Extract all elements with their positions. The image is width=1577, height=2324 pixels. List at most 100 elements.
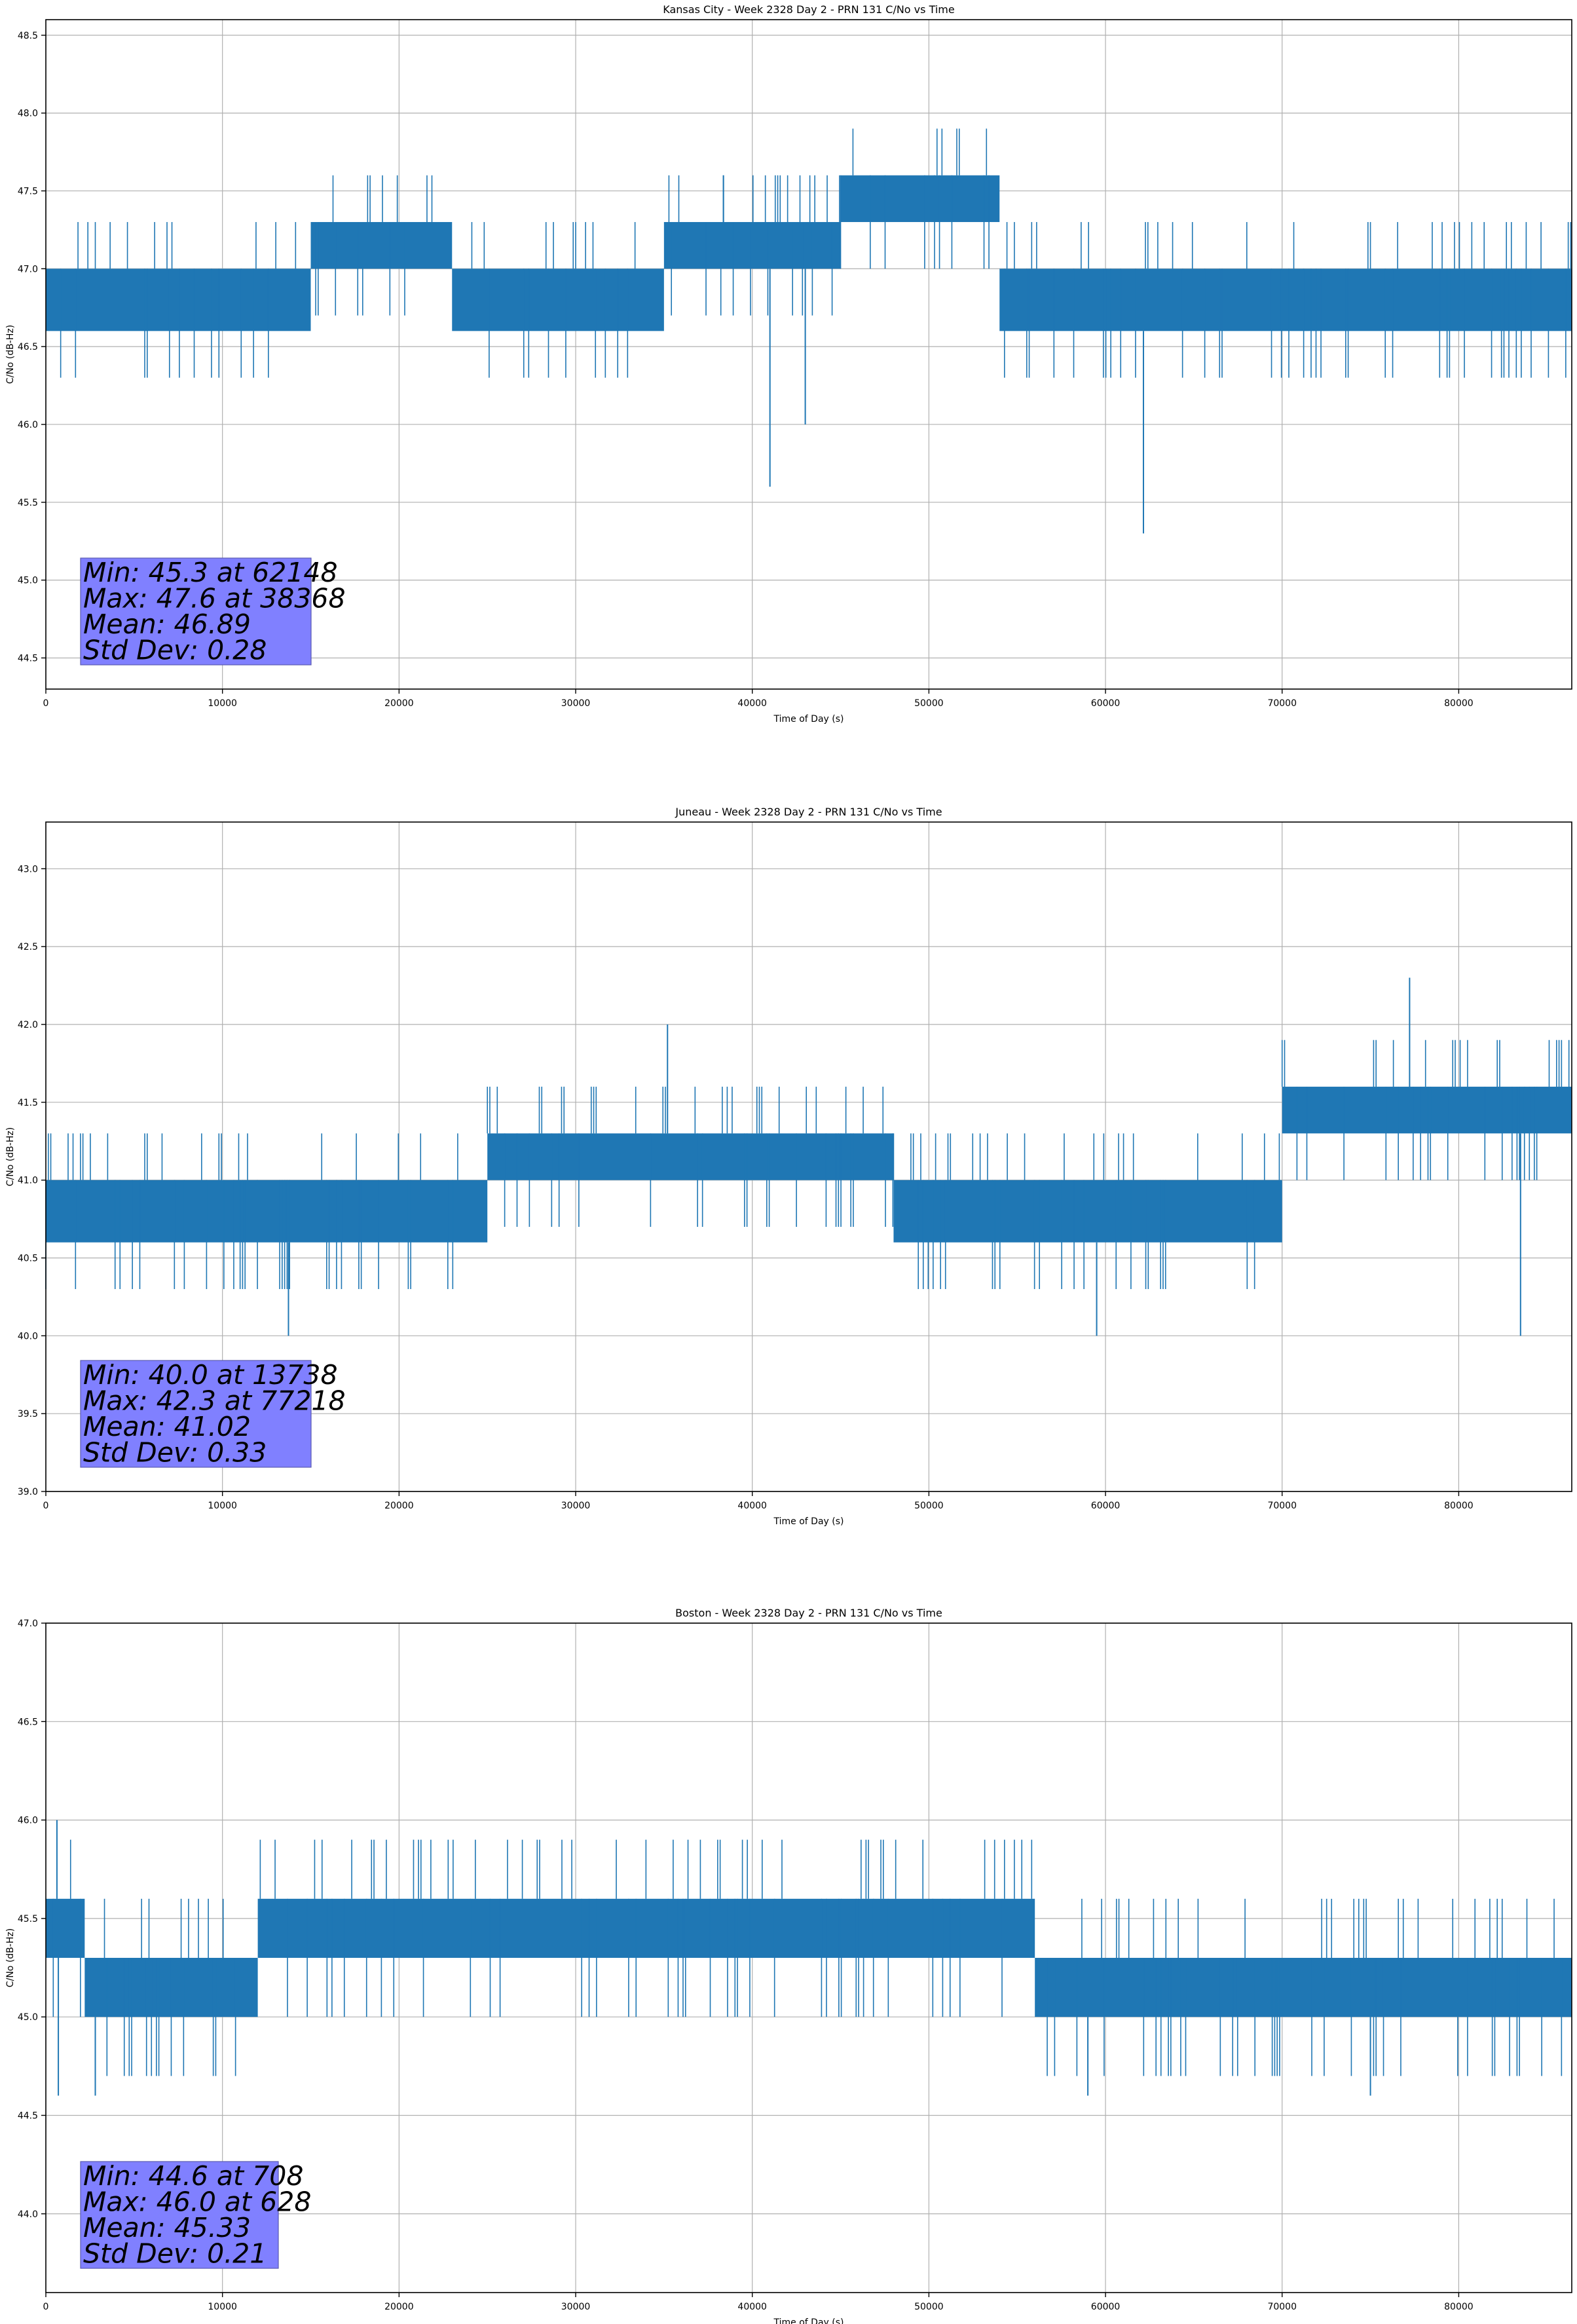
x-tick-label: 40000	[737, 1501, 767, 1511]
x-axis-label: Time of Day (s)	[773, 714, 844, 724]
stats-std-text: Std Dev: 0.33	[83, 1437, 267, 1469]
y-tick-label: 47.0	[18, 1619, 38, 1629]
x-tick-label: 70000	[1267, 1501, 1297, 1511]
x-tick-label: 0	[43, 698, 49, 709]
stats-std-text: Std Dev: 0.28	[83, 635, 267, 666]
y-tick-label: 47.0	[18, 264, 38, 274]
stats-max-text: Max: 47.6 at 38368	[83, 583, 346, 614]
y-tick-label: 44.5	[18, 2110, 38, 2121]
data-band-segment	[663, 221, 841, 269]
y-tick-label: 45.0	[18, 576, 38, 586]
data-band-segment	[487, 1133, 894, 1180]
stats-min-text: Min: 44.6 at 708	[83, 2160, 303, 2192]
data-band-segment	[310, 221, 453, 269]
stats-max-text: Max: 46.0 at 628	[83, 2186, 311, 2218]
y-tick-label: 39.5	[18, 1409, 38, 1419]
x-tick-label: 50000	[914, 698, 944, 709]
data-band-segment	[1282, 1087, 1572, 1134]
data-series	[45, 977, 1572, 1336]
x-tick-label: 30000	[561, 1501, 591, 1511]
data-series	[46, 1820, 1572, 2096]
data-band-segment	[452, 269, 664, 331]
x-tick-label: 10000	[208, 698, 237, 709]
y-tick-label: 39.0	[18, 1487, 38, 1497]
x-tick-label: 20000	[384, 698, 414, 709]
data-band-segment	[46, 1180, 240, 1243]
chart-panel-2: 0 10000 20000 30000 40000 50000 60000 70000 8000…	[5, 806, 1572, 1527]
y-tick-label: 42.5	[18, 942, 38, 952]
stats-mean-text: Mean: 45.33	[83, 2212, 251, 2243]
x-tick-label: 30000	[561, 2302, 591, 2312]
x-tick-label: 60000	[1091, 2302, 1121, 2312]
stats-min-text: Min: 45.3 at 62148	[83, 557, 338, 588]
x-tick-label: 0	[43, 2302, 49, 2312]
x-tick-label: 70000	[1267, 698, 1297, 709]
y-tick-label: 46.0	[18, 1816, 38, 1826]
x-tick-label: 20000	[384, 1501, 414, 1511]
data-band-segment	[840, 175, 1000, 222]
stats-mean-text: Mean: 46.89	[83, 609, 251, 640]
y-axis-label: C/No (dB-Hz)	[5, 325, 16, 384]
data-band-segment	[893, 1180, 1282, 1243]
y-tick-label: 40.0	[18, 1331, 38, 1341]
x-tick-label: 10000	[208, 1501, 237, 1511]
plot-frame	[45, 1622, 1572, 2293]
x-tick-label: 80000	[1444, 1501, 1474, 1511]
x-tick-label: 50000	[914, 2302, 944, 2312]
x-tick-label: 40000	[737, 2302, 767, 2312]
x-tick-label: 20000	[384, 2302, 414, 2312]
stats-min-text: Min: 40.0 at 13738	[83, 1359, 338, 1391]
stats-std-text: Std Dev: 0.21	[83, 2238, 267, 2270]
data-band-segment	[240, 1180, 488, 1243]
plot-frame	[45, 821, 1572, 1492]
x-tick-label: 70000	[1267, 2302, 1297, 2312]
chart-title: Boston - Week 2328 Day 2 - PRN 131 C/No …	[675, 1607, 942, 1619]
plot-frame	[45, 19, 1572, 690]
y-tick-label: 42.0	[18, 1020, 38, 1030]
y-tick-label: 48.5	[18, 31, 38, 41]
y-tick-label: 45.5	[18, 1914, 38, 1924]
x-tick-label: 50000	[914, 1501, 944, 1511]
chart-title: Kansas City - Week 2328 Day 2 - PRN 131 …	[663, 3, 954, 16]
chart-panel-3: 0 10000 20000 30000 40000 50000 60000 70000 8000…	[5, 1607, 1572, 2324]
stats-box-background	[80, 1360, 312, 1468]
chart-title: Juneau - Week 2328 Day 2 - PRN 131 C/No …	[675, 806, 942, 818]
x-tick-label: 80000	[1444, 698, 1474, 709]
y-tick-label: 44.5	[18, 653, 38, 664]
y-tick-label: 41.5	[18, 1098, 38, 1108]
x-tick-label: 60000	[1091, 698, 1121, 709]
y-tick-label: 43.0	[18, 864, 38, 874]
x-tick-label: 40000	[737, 698, 767, 709]
y-tick-label: 45.0	[18, 2012, 38, 2023]
y-tick-label: 45.5	[18, 498, 38, 508]
y-tick-label: 40.5	[18, 1253, 38, 1264]
y-tick-label: 47.5	[18, 186, 38, 197]
y-tick-label: 48.0	[18, 109, 38, 119]
data-band-segment	[46, 1898, 85, 1958]
x-tick-label: 30000	[561, 698, 591, 709]
data-series	[46, 128, 1572, 534]
y-tick-label: 44.0	[18, 2209, 38, 2220]
data-band-segment	[257, 1898, 1035, 1958]
y-axis-label: C/No (dB-Hz)	[5, 1127, 16, 1186]
y-tick-label: 46.0	[18, 420, 38, 430]
y-axis-label: C/No (dB-Hz)	[5, 1928, 16, 1987]
y-tick-label: 46.5	[18, 1717, 38, 1727]
chart-panel-1: 0 10000 20000 30000 40000 50000 60000 70000 8000…	[5, 3, 1572, 724]
stats-box-background	[80, 2161, 279, 2269]
data-band-segment	[999, 269, 1572, 331]
stats-mean-text: Mean: 41.02	[83, 1411, 251, 1442]
x-tick-label: 0	[43, 1501, 49, 1511]
x-axis-label: Time of Day (s)	[773, 2317, 844, 2324]
y-tick-label: 41.0	[18, 1176, 38, 1186]
stats-box-background	[80, 557, 312, 665]
x-tick-label: 60000	[1091, 1501, 1121, 1511]
data-band-segment	[46, 269, 311, 331]
stats-max-text: Max: 42.3 at 77218	[83, 1385, 346, 1417]
data-band-segment	[1035, 1958, 1572, 2017]
x-tick-label: 80000	[1444, 2302, 1474, 2312]
